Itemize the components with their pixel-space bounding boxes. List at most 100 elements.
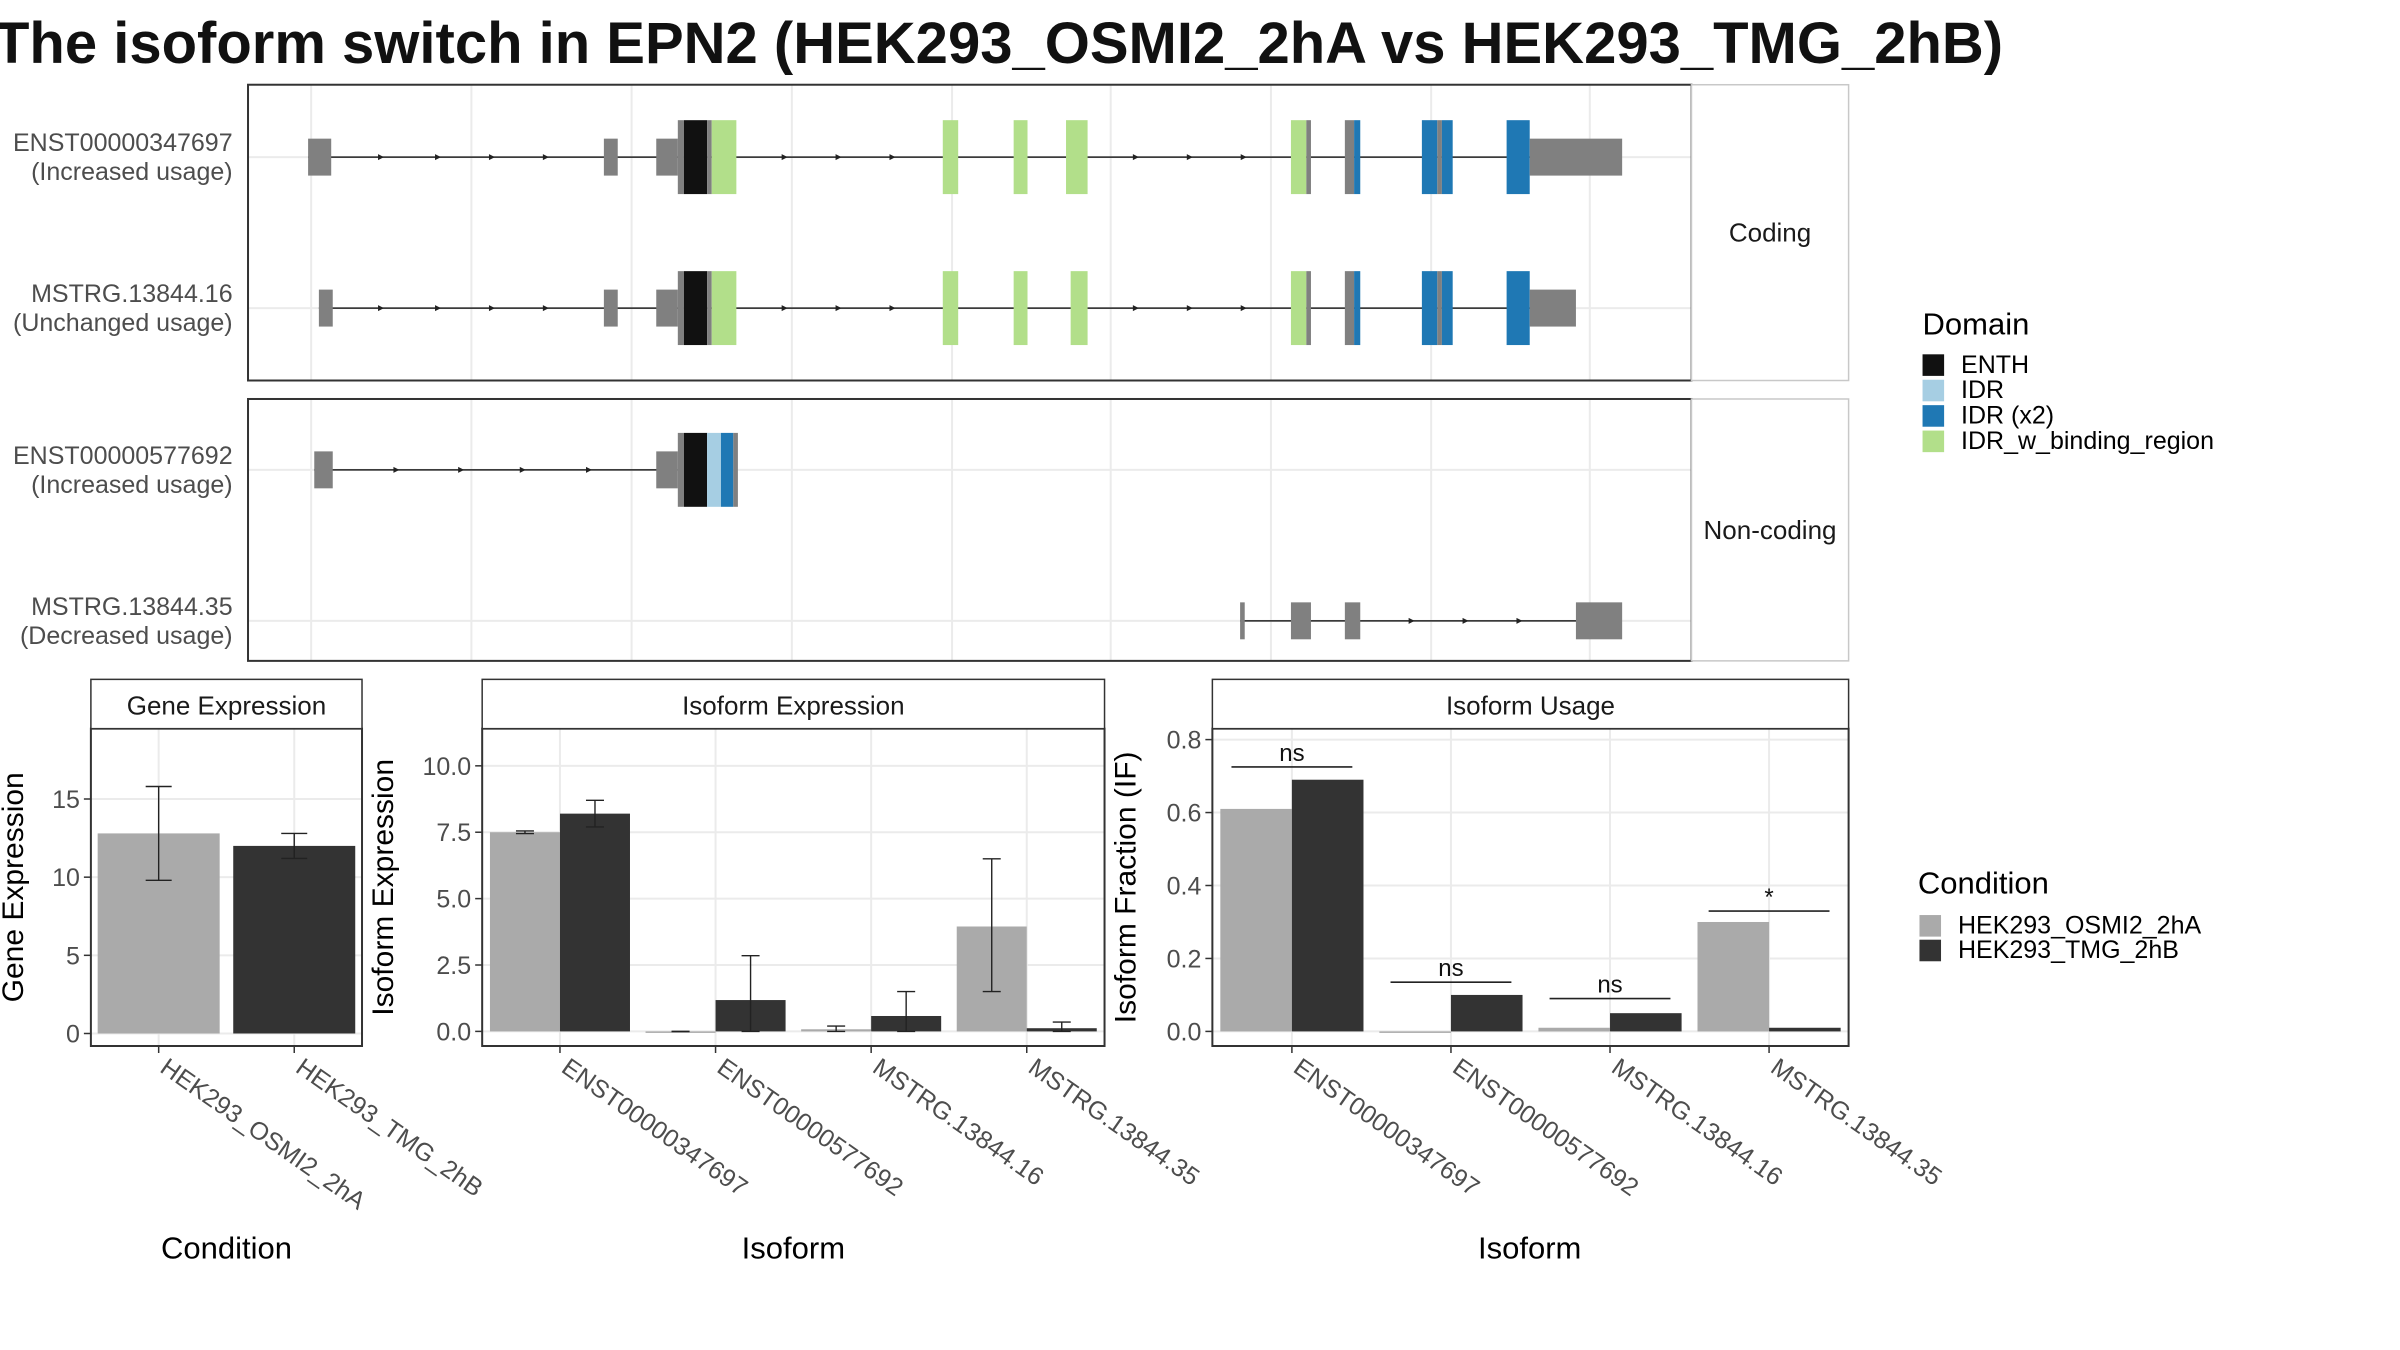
x-axis-title: Condition: [161, 1231, 292, 1266]
bar: [1291, 779, 1364, 1032]
exon: [314, 451, 333, 489]
intron-arrow: [1240, 154, 1247, 161]
y-tick-label: 15: [52, 786, 80, 814]
exon: [656, 138, 678, 176]
exon: [677, 432, 684, 507]
strip-box: [481, 678, 1106, 730]
domain-legend-label: IDR_w_binding_region: [1961, 427, 2214, 455]
bar: [1769, 1027, 1841, 1032]
y-tick-label: 10: [52, 864, 80, 892]
transcript-structure-plot: ENST00000347697(Increased usage)MSTRG.13…: [13, 83, 1850, 662]
intron-arrow: [378, 305, 385, 312]
bar: [1450, 994, 1523, 1032]
transcript-label: ENST00000577692: [13, 442, 233, 470]
significance-label: ns: [1438, 955, 1463, 982]
exon: [603, 138, 618, 176]
y-tick-label: 0.2: [1167, 945, 1202, 973]
transcript-mstrg-13844-35: [1240, 602, 1623, 640]
transcript-label: ENST00000347697: [13, 129, 233, 157]
domain-idr-w-binding-region: [942, 120, 959, 195]
strip-label-coding: Coding: [1729, 218, 1811, 248]
domain-idr-w-binding-region: [711, 120, 737, 195]
domain-legend-label: IDR (x2): [1961, 402, 2054, 430]
transcript-label: MSTRG.13844.35: [31, 593, 233, 621]
condition-legend-label: HEK293_TMG_2hB: [1958, 936, 2179, 964]
domain-enth: [683, 120, 708, 195]
bar: [645, 1031, 716, 1033]
significance-label: ns: [1597, 972, 1622, 999]
domain-idr-w-binding-region: [711, 271, 737, 346]
exon: [1529, 138, 1623, 176]
exon: [1344, 271, 1355, 346]
bar: [1697, 921, 1770, 1032]
domain-idr: [707, 432, 721, 507]
intron-arrow: [1186, 305, 1193, 312]
domain-idr-x2: [1441, 271, 1453, 346]
bar: [489, 832, 560, 1032]
significance-label: ns: [1279, 740, 1304, 767]
exon: [677, 120, 684, 195]
exon: [1240, 602, 1245, 640]
y-axis-title: Isoform Fraction (IF): [1109, 751, 1142, 1023]
y-tick-label: 2.5: [436, 952, 471, 980]
intron-arrow: [488, 154, 495, 161]
intron-arrow: [542, 154, 549, 161]
y-tick-label: 0.4: [1167, 873, 1202, 901]
domain-enth: [683, 432, 708, 507]
domain-idr-x2: [1506, 271, 1530, 346]
intron-arrow: [1186, 154, 1193, 161]
intron-arrow: [435, 305, 442, 312]
domain-idr-w-binding-region: [1013, 271, 1028, 346]
strip-box: [1690, 83, 1850, 382]
bar: [1538, 1027, 1611, 1032]
intron-arrow: [586, 466, 593, 473]
domain-idr-x2: [1441, 120, 1453, 195]
chart-title: Isoform Expression: [682, 690, 905, 720]
y-tick-label: 0.0: [1167, 1018, 1202, 1046]
exon: [656, 451, 678, 489]
intron-arrow: [435, 154, 442, 161]
intron-arrow: [781, 154, 788, 161]
domain-idr-w-binding-region: [1070, 271, 1088, 346]
domain-idr-x2: [1354, 271, 1361, 346]
intron-arrow: [542, 305, 549, 312]
bar: [1220, 808, 1292, 1032]
y-axis-title: Gene Expression: [0, 772, 30, 1002]
domain-enth: [683, 271, 708, 346]
intron-arrow: [1408, 617, 1415, 624]
structure-panel-bg-1: [248, 398, 1692, 661]
x-axis-title: Isoform: [742, 1231, 845, 1266]
domain-legend-title: Domain: [1923, 306, 2030, 341]
domain-legend-key: [1922, 354, 1945, 376]
exon: [1437, 271, 1442, 346]
chart-gene-expression: Gene Expression051015HEK293_OSMI2_2hAHEK…: [0, 678, 488, 1266]
exon: [1290, 602, 1311, 640]
domain-idr-w-binding-region: [1066, 120, 1088, 195]
condition-legend-title: Condition: [1918, 865, 2049, 900]
chart-title: Gene Expression: [127, 690, 326, 720]
intron-arrow: [1516, 617, 1523, 624]
intron-arrow: [1132, 154, 1139, 161]
exon: [1306, 271, 1311, 346]
condition-legend-key: [1919, 915, 1942, 937]
exon: [1344, 120, 1355, 195]
x-tick-label: MSTRG.13844.16: [1607, 1053, 1788, 1192]
y-tick-label: 0.8: [1167, 727, 1202, 755]
bar: [1379, 1031, 1451, 1033]
condition-legend-label: HEK293_OSMI2_2hA: [1958, 912, 2202, 940]
domain-legend-label: IDR: [1961, 376, 2004, 404]
intron-arrow: [835, 154, 842, 161]
domain-idr-x2: [1354, 120, 1361, 195]
y-tick-label: 7.5: [436, 819, 471, 847]
domain-idr-w-binding-region: [942, 271, 959, 346]
exon: [1529, 289, 1576, 327]
strip-box: [90, 678, 363, 730]
exon: [1344, 602, 1361, 640]
x-axis-title: Isoform: [1478, 1231, 1581, 1266]
y-tick-label: 5.0: [436, 886, 471, 914]
exon: [656, 289, 678, 327]
y-axis-title: Isoform Expression: [367, 759, 400, 1016]
intron-arrow: [835, 305, 842, 312]
domain-idr-w-binding-region: [1290, 120, 1307, 195]
